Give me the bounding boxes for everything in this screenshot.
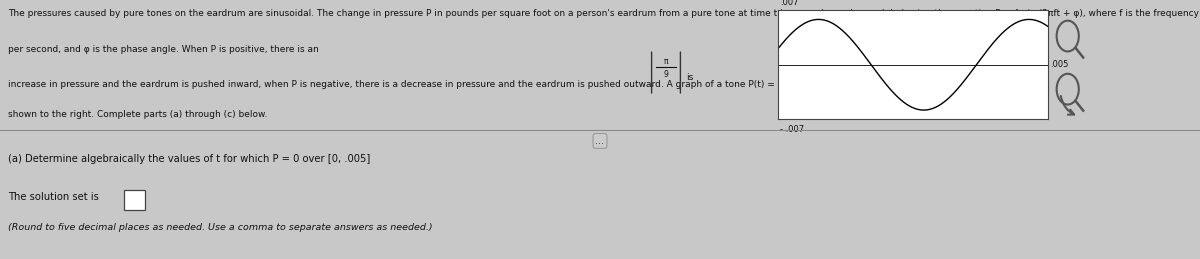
- Text: π: π: [664, 57, 668, 66]
- Text: .005: .005: [1050, 60, 1069, 69]
- Text: .007: .007: [780, 0, 799, 7]
- Text: shown to the right. Complete parts (a) through (c) below.: shown to the right. Complete parts (a) t…: [8, 110, 268, 119]
- Text: ...: ...: [595, 136, 605, 146]
- Text: per second, and φ is the phase angle. When P is positive, there is an: per second, and φ is the phase angle. Wh…: [8, 45, 319, 54]
- Text: is: is: [686, 73, 694, 82]
- Text: (a) Determine algebraically the values of t for which P = 0 over [0, .005]: (a) Determine algebraically the values o…: [8, 154, 371, 164]
- Text: The pressures caused by pure tones on the eardrum are sinusoidal. The change in : The pressures caused by pure tones on th…: [8, 9, 1200, 18]
- FancyBboxPatch shape: [124, 190, 145, 210]
- Text: - .007: - .007: [780, 125, 804, 134]
- Text: The solution set is: The solution set is: [8, 192, 100, 202]
- Text: increase in pressure and the eardrum is pushed inward, when P is negative, there: increase in pressure and the eardrum is …: [8, 80, 883, 89]
- Text: 9: 9: [664, 70, 668, 79]
- Text: (Round to five decimal places as needed. Use a comma to separate answers as need: (Round to five decimal places as needed.…: [8, 223, 433, 232]
